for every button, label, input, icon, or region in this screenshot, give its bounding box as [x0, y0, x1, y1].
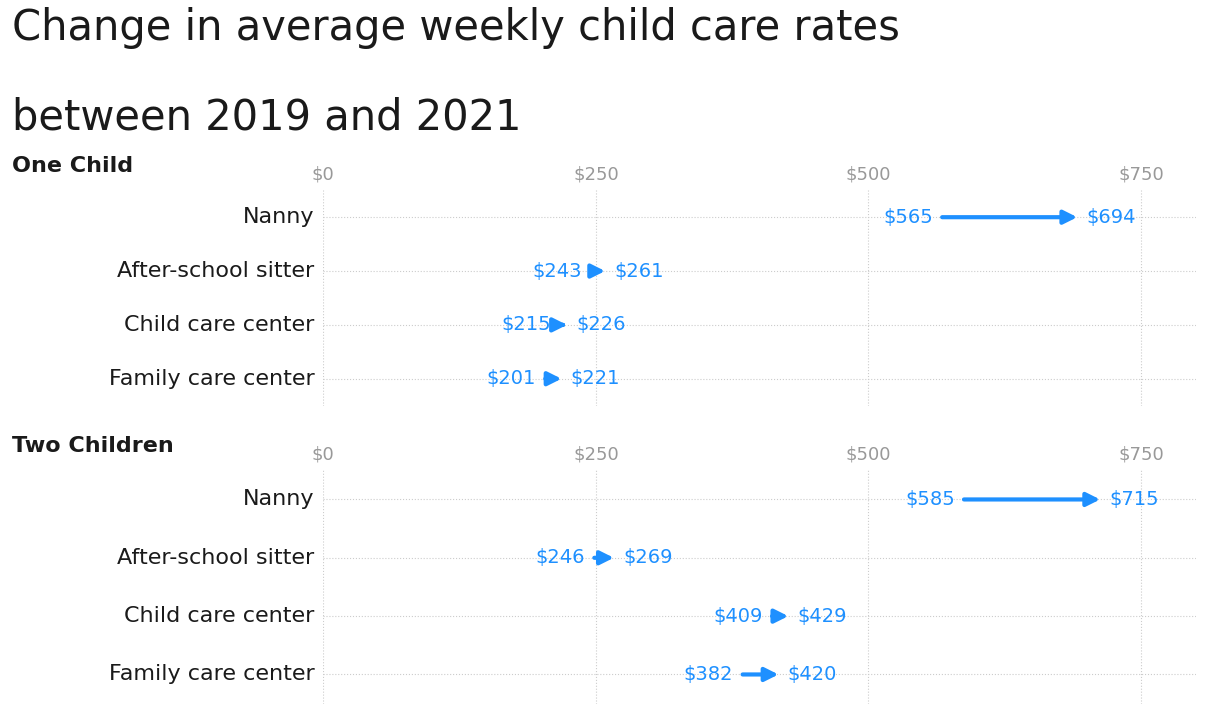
Text: Family care center: Family care center: [109, 664, 315, 684]
Text: $585: $585: [905, 490, 954, 509]
Text: Change in average weekly child care rates: Change in average weekly child care rate…: [12, 7, 900, 49]
Text: Child care center: Child care center: [124, 315, 315, 335]
Text: $420: $420: [788, 665, 837, 684]
Text: $565: $565: [883, 208, 933, 227]
Text: After-school sitter: After-school sitter: [117, 548, 315, 568]
Text: $221: $221: [571, 369, 620, 388]
Text: $215: $215: [501, 315, 551, 335]
Text: $243: $243: [532, 261, 582, 281]
Text: Child care center: Child care center: [124, 606, 315, 626]
Text: $226: $226: [576, 315, 626, 335]
Text: $201: $201: [487, 369, 536, 388]
Text: One Child: One Child: [12, 156, 133, 176]
Text: $382: $382: [683, 665, 733, 684]
Text: $409: $409: [714, 607, 762, 625]
Text: $429: $429: [798, 607, 847, 625]
Text: $269: $269: [623, 549, 672, 567]
Text: Nanny: Nanny: [243, 490, 315, 510]
Text: $261: $261: [615, 261, 664, 281]
Text: Family care center: Family care center: [109, 369, 315, 388]
Text: After-school sitter: After-school sitter: [117, 261, 315, 281]
Text: Two Children: Two Children: [12, 436, 174, 456]
Text: Nanny: Nanny: [243, 208, 315, 227]
Text: $246: $246: [536, 549, 586, 567]
Text: $694: $694: [1087, 208, 1136, 227]
Text: $715: $715: [1109, 490, 1159, 509]
Text: between 2019 and 2021: between 2019 and 2021: [12, 97, 522, 139]
